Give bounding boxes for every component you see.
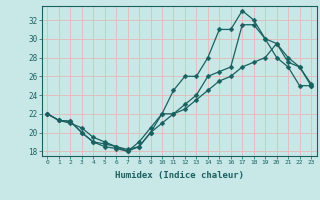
X-axis label: Humidex (Indice chaleur): Humidex (Indice chaleur)	[115, 171, 244, 180]
